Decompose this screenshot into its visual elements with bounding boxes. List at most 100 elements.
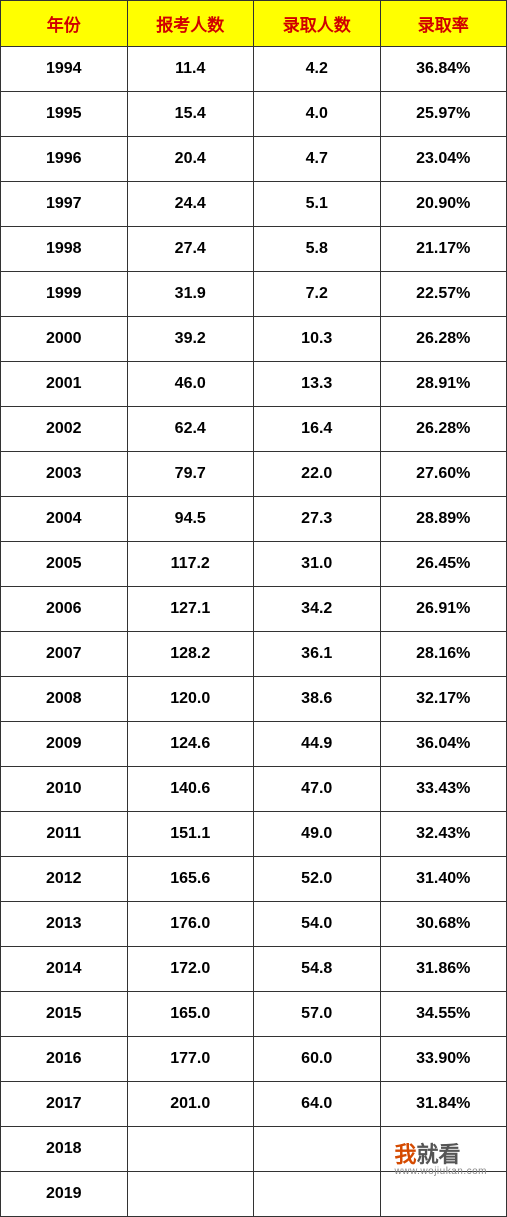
table-cell: 27.3 (254, 497, 381, 542)
table-cell: 2005 (1, 542, 128, 587)
table-cell: 2003 (1, 452, 128, 497)
table-cell: 60.0 (254, 1037, 381, 1082)
table-cell: 4.0 (254, 92, 381, 137)
table-cell: 36.84% (380, 47, 507, 92)
table-cell: 5.1 (254, 182, 381, 227)
table-cell: 2006 (1, 587, 128, 632)
table-row: 200146.013.328.91% (1, 362, 507, 407)
table-cell: 31.40% (380, 857, 507, 902)
table-cell: 2008 (1, 677, 128, 722)
table-cell: 120.0 (127, 677, 254, 722)
table-cell: 13.3 (254, 362, 381, 407)
table-row: 2015165.057.034.55% (1, 992, 507, 1037)
table-cell: 57.0 (254, 992, 381, 1037)
table-cell: 44.9 (254, 722, 381, 767)
table-cell: 16.4 (254, 407, 381, 452)
table-cell: 20.4 (127, 137, 254, 182)
table-cell: 2001 (1, 362, 128, 407)
table-cell: 2013 (1, 902, 128, 947)
table-cell: 128.2 (127, 632, 254, 677)
table-cell: 36.04% (380, 722, 507, 767)
table-cell: 20.90% (380, 182, 507, 227)
table-row: 200494.527.328.89% (1, 497, 507, 542)
table-cell: 2000 (1, 317, 128, 362)
table-row: 2013176.054.030.68% (1, 902, 507, 947)
table-cell: 11.4 (127, 47, 254, 92)
table-cell: 5.8 (254, 227, 381, 272)
table-row: 2006127.134.226.91% (1, 587, 507, 632)
table-row: 2018 (1, 1127, 507, 1172)
table-cell: 15.4 (127, 92, 254, 137)
data-table: 年份 报考人数 录取人数 录取率 199411.44.236.84%199515… (0, 0, 507, 1217)
table-cell: 1996 (1, 137, 128, 182)
table-cell: 127.1 (127, 587, 254, 632)
table-cell: 28.89% (380, 497, 507, 542)
table-cell: 54.8 (254, 947, 381, 992)
table-cell: 21.17% (380, 227, 507, 272)
table-cell: 38.6 (254, 677, 381, 722)
table-cell: 64.0 (254, 1082, 381, 1127)
table-cell: 34.2 (254, 587, 381, 632)
table-row: 199411.44.236.84% (1, 47, 507, 92)
table-cell: 172.0 (127, 947, 254, 992)
table-cell: 31.86% (380, 947, 507, 992)
table-cell: 124.6 (127, 722, 254, 767)
table-cell: 26.28% (380, 317, 507, 362)
table-row: 2012165.652.031.40% (1, 857, 507, 902)
table-row: 2019 (1, 1172, 507, 1217)
table-cell: 2007 (1, 632, 128, 677)
table-cell: 151.1 (127, 812, 254, 857)
table-wrapper: 年份 报考人数 录取人数 录取率 199411.44.236.84%199515… (0, 0, 507, 1217)
table-cell: 2009 (1, 722, 128, 767)
table-cell: 1997 (1, 182, 128, 227)
table-cell: 1999 (1, 272, 128, 317)
table-cell (254, 1127, 381, 1172)
table-row: 199931.97.222.57% (1, 272, 507, 317)
table-cell: 49.0 (254, 812, 381, 857)
table-cell: 23.04% (380, 137, 507, 182)
table-cell (380, 1172, 507, 1217)
table-cell: 30.68% (380, 902, 507, 947)
table-row: 2010140.647.033.43% (1, 767, 507, 812)
col-admitted: 录取人数 (254, 1, 381, 47)
table-cell: 31.9 (127, 272, 254, 317)
table-cell: 47.0 (254, 767, 381, 812)
table-cell: 2010 (1, 767, 128, 812)
table-cell: 2017 (1, 1082, 128, 1127)
table-body: 199411.44.236.84%199515.44.025.97%199620… (1, 47, 507, 1217)
table-cell: 31.0 (254, 542, 381, 587)
table-row: 200379.722.027.60% (1, 452, 507, 497)
table-cell: 27.4 (127, 227, 254, 272)
table-cell: 26.28% (380, 407, 507, 452)
table-cell: 2019 (1, 1172, 128, 1217)
table-cell: 2004 (1, 497, 128, 542)
table-cell (127, 1127, 254, 1172)
table-cell: 2014 (1, 947, 128, 992)
table-cell: 4.7 (254, 137, 381, 182)
table-cell: 1998 (1, 227, 128, 272)
table-row: 2009124.644.936.04% (1, 722, 507, 767)
table-cell: 33.43% (380, 767, 507, 812)
table-cell: 25.97% (380, 92, 507, 137)
table-cell: 177.0 (127, 1037, 254, 1082)
table-row: 199515.44.025.97% (1, 92, 507, 137)
table-row: 199724.45.120.90% (1, 182, 507, 227)
table-cell: 117.2 (127, 542, 254, 587)
table-cell: 26.91% (380, 587, 507, 632)
table-cell: 2012 (1, 857, 128, 902)
table-cell: 54.0 (254, 902, 381, 947)
table-row: 2011151.149.032.43% (1, 812, 507, 857)
table-cell: 24.4 (127, 182, 254, 227)
table-cell: 2011 (1, 812, 128, 857)
table-cell: 33.90% (380, 1037, 507, 1082)
table-cell: 28.91% (380, 362, 507, 407)
col-rate: 录取率 (380, 1, 507, 47)
table-cell: 94.5 (127, 497, 254, 542)
table-row: 2007128.236.128.16% (1, 632, 507, 677)
table-cell (380, 1127, 507, 1172)
table-cell: 2018 (1, 1127, 128, 1172)
table-cell: 165.0 (127, 992, 254, 1037)
table-cell: 140.6 (127, 767, 254, 812)
table-cell: 2015 (1, 992, 128, 1037)
table-cell: 46.0 (127, 362, 254, 407)
